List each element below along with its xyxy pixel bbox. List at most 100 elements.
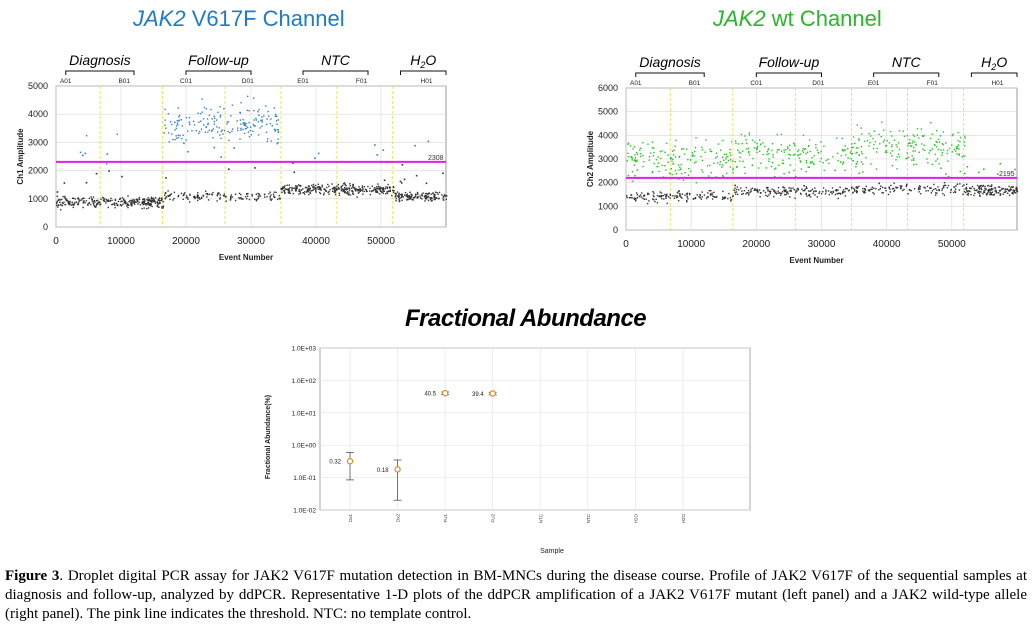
droplet [947,175,950,178]
droplet [748,132,751,134]
droplet [865,156,867,159]
droplet [144,203,147,205]
droplet [789,164,791,166]
droplet [954,190,956,192]
droplet [240,129,242,131]
droplet [982,184,984,187]
droplet [83,197,85,199]
droplet [748,150,750,153]
droplet [834,189,837,191]
droplet [759,150,761,152]
droplet [734,184,736,187]
droplet [860,161,863,163]
droplet [994,186,996,189]
droplet [965,191,967,194]
droplet [378,187,380,189]
droplet [245,122,247,125]
droplet [884,151,887,153]
droplet [239,119,242,121]
droplet [336,185,338,187]
droplet [173,121,176,123]
droplet [947,184,950,187]
droplet [980,191,982,193]
droplet [100,198,102,200]
droplet [225,196,227,198]
droplet [204,131,206,133]
droplet [225,200,227,202]
droplet [854,190,856,192]
droplet [800,193,802,195]
droplet [986,193,989,195]
droplet [340,187,342,189]
droplet [154,202,157,204]
droplet [365,189,368,191]
droplet [346,187,348,189]
droplet [855,152,857,154]
droplet [769,192,771,195]
droplet [810,189,812,192]
droplet [391,194,393,197]
droplet [197,197,199,199]
droplet [77,202,80,204]
x-tick-label: 30000 [237,236,265,247]
droplet [891,145,893,148]
droplet [172,138,174,141]
droplet [862,171,864,173]
droplet [741,190,743,192]
droplet [688,192,691,195]
droplet [245,193,248,195]
droplet [802,134,805,136]
droplet [672,195,674,197]
droplet [701,191,703,193]
droplet [744,135,746,137]
droplet [142,200,145,203]
droplet [739,160,741,162]
droplet [201,111,204,113]
droplet [938,163,940,165]
droplet [818,152,820,154]
droplet [805,193,807,196]
droplet [772,156,774,158]
droplet [754,141,756,143]
droplet [844,195,847,197]
droplet [809,150,811,153]
droplet [751,187,754,189]
droplet [648,193,650,195]
droplet [701,159,704,162]
droplet [258,114,260,116]
droplet [873,143,875,146]
droplet [757,191,759,193]
droplet [71,201,73,203]
droplet [732,171,734,174]
droplet [130,204,132,206]
droplet [393,189,395,192]
droplet [404,194,406,196]
droplet [56,201,58,203]
droplet [130,203,132,205]
droplet [263,194,266,196]
droplet [207,122,209,124]
droplet [340,186,343,188]
droplet [969,187,971,189]
droplet [780,194,782,196]
droplet [778,164,780,166]
droplet [914,141,916,143]
droplet [58,198,60,201]
droplet [816,149,819,151]
droplet [212,128,215,130]
droplet [888,187,890,189]
droplet [940,167,942,169]
droplet [906,135,909,137]
droplet [891,155,893,157]
droplet [950,188,952,191]
droplet [406,198,408,201]
droplet [426,196,428,198]
droplet [220,130,222,133]
droplet [639,147,642,149]
droplet [172,199,174,201]
droplet [728,192,730,195]
droplet [732,195,734,197]
droplet [396,191,399,193]
droplet [961,156,963,158]
droplet [943,186,945,189]
